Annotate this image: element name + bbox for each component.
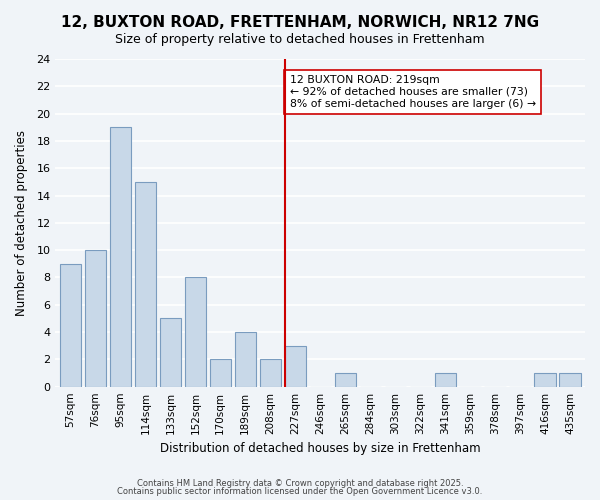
Bar — [60, 264, 81, 386]
Bar — [284, 346, 306, 387]
Text: 12 BUXTON ROAD: 219sqm
← 92% of detached houses are smaller (73)
8% of semi-deta: 12 BUXTON ROAD: 219sqm ← 92% of detached… — [290, 76, 536, 108]
Bar — [335, 373, 356, 386]
Text: Contains HM Land Registry data © Crown copyright and database right 2025.: Contains HM Land Registry data © Crown c… — [137, 478, 463, 488]
Bar — [235, 332, 256, 386]
Bar — [434, 373, 456, 386]
Bar — [209, 360, 231, 386]
X-axis label: Distribution of detached houses by size in Frettenham: Distribution of detached houses by size … — [160, 442, 481, 455]
Text: Size of property relative to detached houses in Frettenham: Size of property relative to detached ho… — [115, 32, 485, 46]
Bar — [110, 128, 131, 386]
Y-axis label: Number of detached properties: Number of detached properties — [15, 130, 28, 316]
Bar — [135, 182, 156, 386]
Text: 12, BUXTON ROAD, FRETTENHAM, NORWICH, NR12 7NG: 12, BUXTON ROAD, FRETTENHAM, NORWICH, NR… — [61, 15, 539, 30]
Bar — [559, 373, 581, 386]
Bar — [85, 250, 106, 386]
Text: Contains public sector information licensed under the Open Government Licence v3: Contains public sector information licen… — [118, 487, 482, 496]
Bar — [185, 278, 206, 386]
Bar — [535, 373, 556, 386]
Bar — [160, 318, 181, 386]
Bar — [260, 360, 281, 386]
